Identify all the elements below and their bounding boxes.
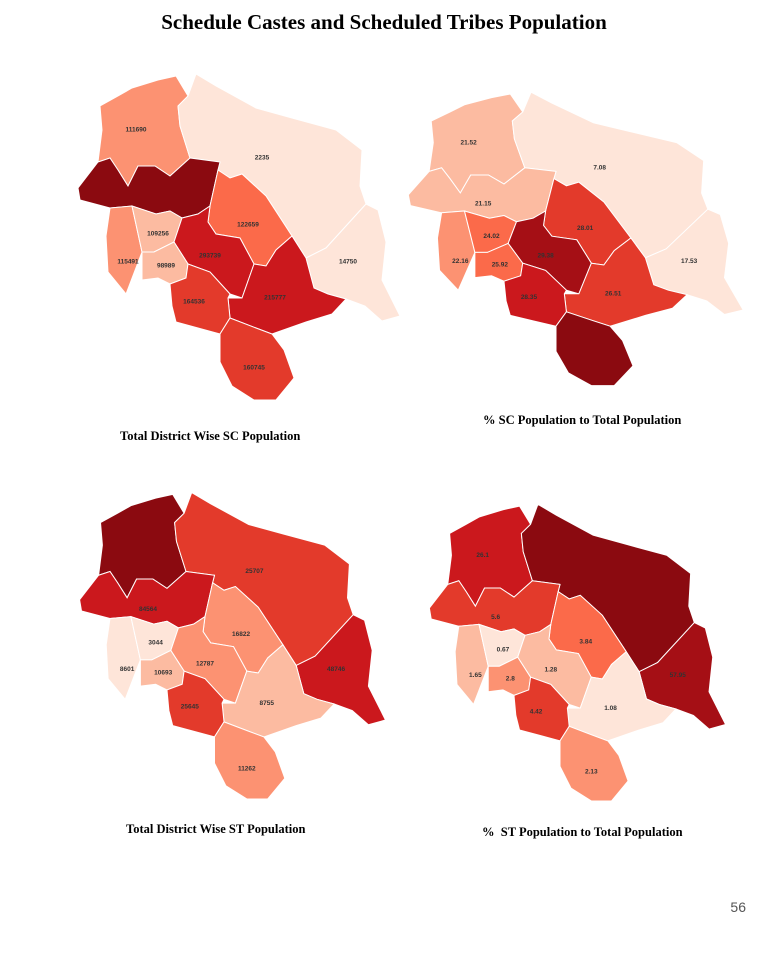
sc-percent-map: 21.52 7.08 21.15 28.01 17.53 22.16 24.02 29.38 2… xyxy=(400,85,755,390)
district-label-una: 22.16 xyxy=(452,258,469,265)
district-label-kinnaur: 48746 xyxy=(327,666,345,673)
district-sirmaur xyxy=(215,722,285,799)
district-kangra xyxy=(408,168,556,222)
district-label-shimla: 1.08 xyxy=(604,705,617,712)
district-label-bilaspur: 10693 xyxy=(154,670,172,677)
district-label-una: 8601 xyxy=(120,666,135,673)
district-label-lahaul-spiti: 2235 xyxy=(255,155,270,162)
district-solan xyxy=(170,264,230,334)
district-label-kullu: 122659 xyxy=(237,222,259,229)
district-label-kinnaur: 17.53 xyxy=(681,258,698,265)
district-label-una: 115491 xyxy=(117,259,139,266)
district-label-solan: 25645 xyxy=(181,704,199,711)
district-label-una: 1.65 xyxy=(469,672,482,679)
district-label-hamirpur: 0.67 xyxy=(497,647,510,654)
district-label-bilaspur: 2.8 xyxy=(506,676,515,683)
district-kangra xyxy=(80,571,215,627)
st-total-caption: Total District Wise ST Population xyxy=(126,822,306,836)
sc-total-svg: 111690 2235 122659 14750 115491 109256 293739 9… xyxy=(70,66,410,411)
page-title: Schedule Castes and Scheduled Tribes Pop… xyxy=(161,10,607,34)
district-label-solan: 164536 xyxy=(183,299,205,306)
district-label-chamba: 111690 xyxy=(126,127,147,134)
st-total-map: 25707 84564 16822 48746 8601 3044 12787 10693 87… xyxy=(72,485,392,805)
district-label-kangra: 84564 xyxy=(139,606,157,613)
district-kangra xyxy=(78,158,220,218)
district-label-solan: 4.42 xyxy=(530,708,543,715)
district-label-hamirpur: 109256 xyxy=(147,231,169,238)
sc-percent-svg: 21.52 7.08 21.15 28.01 17.53 22.16 24.02 29.38 2… xyxy=(400,85,755,390)
district-label-shimla: 26.51 xyxy=(605,291,622,298)
district-label-kangra: 5.6 xyxy=(491,614,500,621)
district-label-mandi: 29.38 xyxy=(537,253,554,260)
district-label-solan: 28.35 xyxy=(521,294,538,301)
district-label-kangra: 21.15 xyxy=(475,201,492,208)
district-label-mandi: 12787 xyxy=(196,660,214,667)
district-label-shimla: 8755 xyxy=(260,700,275,707)
district-label-kullu: 28.01 xyxy=(577,225,594,232)
district-kangra xyxy=(429,581,560,636)
district-sirmaur xyxy=(556,312,633,386)
district-label-mandi: 1.28 xyxy=(544,667,557,674)
district-label-chamba: 21.52 xyxy=(460,139,477,146)
st-total-svg: 25707 84564 16822 48746 8601 3044 12787 10693 87… xyxy=(72,485,392,805)
district-label-kullu: 3.84 xyxy=(579,638,592,645)
st-percent-caption: % ST Population to Total Population xyxy=(482,825,683,839)
district-label-shimla: 215777 xyxy=(264,295,286,302)
district-solan xyxy=(167,671,224,737)
district-sirmaur xyxy=(220,318,294,400)
district-sirmaur xyxy=(560,726,628,801)
district-label-sirmaur: 11262 xyxy=(238,766,256,773)
district-solan xyxy=(514,677,569,741)
district-label-lahaul-spiti: 25707 xyxy=(245,568,263,575)
district-label-kinnaur: 57.95 xyxy=(670,672,687,679)
district-label-hamirpur: 24.02 xyxy=(483,233,500,240)
district-label-kinnaur: 14750 xyxy=(339,259,357,266)
sc-total-caption: Total District Wise SC Population xyxy=(120,429,301,443)
district-label-bilaspur: 98989 xyxy=(157,263,175,270)
district-solan xyxy=(504,263,566,326)
page-number: 56 xyxy=(730,899,746,915)
district-label-mandi: 293739 xyxy=(199,253,221,260)
st-percent-svg: 26.1 5.6 3.84 57.95 1.65 0.67 1.28 2.8 1.08 4.42 2… xyxy=(422,497,732,807)
st-percent-map: 26.1 5.6 3.84 57.95 1.65 0.67 1.28 2.8 1.08 4.42 2… xyxy=(422,497,732,807)
district-label-kullu: 16822 xyxy=(232,631,250,638)
district-label-hamirpur: 3044 xyxy=(148,640,163,647)
district-label-sirmaur: 2.13 xyxy=(585,769,598,776)
district-label-sirmaur: 160745 xyxy=(243,365,265,372)
district-label-lahaul-spiti: 7.08 xyxy=(593,165,606,172)
sc-total-map: 111690 2235 122659 14750 115491 109256 293739 9… xyxy=(70,66,410,411)
district-label-bilaspur: 25.92 xyxy=(492,262,509,269)
district-label-chamba: 26.1 xyxy=(476,552,489,559)
sc-percent-caption: % SC Population to Total Population xyxy=(483,413,682,427)
